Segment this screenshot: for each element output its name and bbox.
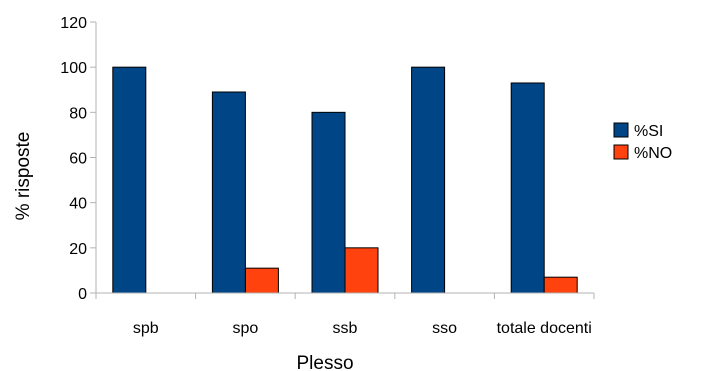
- y-axis-title: % risposte: [13, 132, 34, 221]
- y-tick-label-6: 120: [60, 15, 87, 32]
- x-tick-label-4: totale docenti: [497, 320, 592, 337]
- legend-swatch-0: [613, 122, 629, 138]
- x-tick-label-2: ssb: [333, 320, 358, 337]
- bar-pct-no-2: [344, 247, 379, 294]
- y-tick-label-4: 80: [69, 105, 87, 122]
- y-ticks-group: 0 20 40 60 80 100 120: [60, 15, 96, 303]
- y-tick-label-2: 40: [69, 196, 87, 213]
- x-tick-label-3: sso: [432, 320, 457, 337]
- y-tick-label-3: 60: [69, 151, 87, 168]
- y-tick-label-5: 100: [60, 60, 87, 77]
- legend-label-0: %SI: [634, 123, 663, 140]
- y-tick-label-1: 20: [69, 241, 87, 258]
- x-tick-label-1: spo: [233, 320, 259, 337]
- bar-pct-no-4: [543, 276, 578, 294]
- axes-group: [90, 22, 594, 299]
- bars-group: [112, 66, 578, 294]
- x-tick-label-0: spb: [133, 320, 159, 337]
- bar-pct-si-2: [311, 111, 346, 294]
- bar-pct-no-1: [244, 267, 279, 294]
- legend-label-1: %NO: [634, 145, 672, 162]
- x-ticks-group: spb spo ssb sso totale docenti: [95, 293, 595, 337]
- bar-pct-si-0: [112, 66, 147, 294]
- bar-pct-si-1: [211, 91, 246, 294]
- bar-pct-si-3: [411, 66, 446, 294]
- legend: %SI %NO: [613, 122, 672, 162]
- legend-swatch-1: [613, 144, 629, 160]
- x-axis-title: Plesso: [296, 353, 353, 371]
- bar-pct-si-4: [510, 82, 545, 294]
- y-tick-label-0: 0: [78, 286, 87, 303]
